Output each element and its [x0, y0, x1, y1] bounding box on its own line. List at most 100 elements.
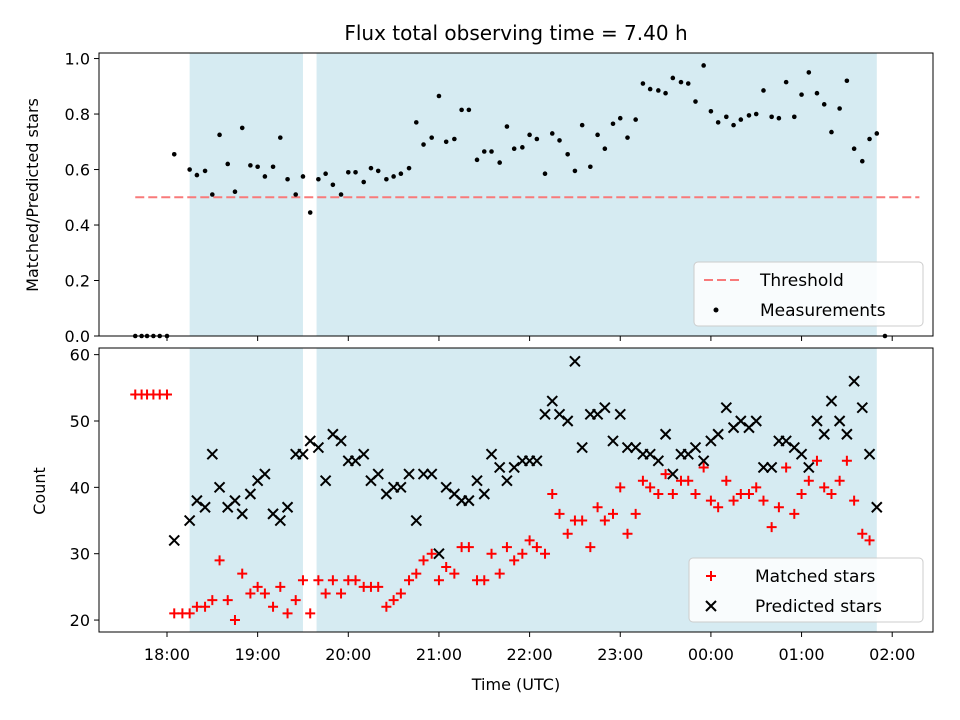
predicted-stars-point: [213, 481, 226, 494]
x-tick-label: 00:00: [688, 645, 734, 664]
measurement-point: [678, 79, 684, 85]
matched-stars-point: [857, 528, 868, 539]
measurement-point: [255, 164, 260, 170]
x-tick-label: 01:00: [778, 645, 824, 664]
measurement-point: [579, 122, 585, 128]
matched-stars-point: [728, 495, 739, 506]
measurement-point: [481, 149, 487, 154]
predicted-stars-point: [614, 408, 626, 421]
observing-window-band: [189, 53, 303, 336]
predicted-stars-point: [621, 441, 634, 454]
predicted-stars-point: [765, 461, 778, 474]
matched-stars-point: [411, 568, 422, 579]
predicted-stars-point: [410, 514, 422, 527]
measurement-point: [293, 192, 299, 197]
predicted-stars-point: [168, 534, 180, 547]
predicted-stars-point: [607, 435, 619, 447]
measurement-point: [685, 81, 691, 86]
y-tick-label: 0.6: [65, 161, 90, 180]
matched-stars-point: [811, 455, 822, 466]
measurement-point: [270, 164, 276, 170]
legend-box: [688, 557, 924, 623]
predicted-stars-point: [599, 402, 611, 414]
measurement-point: [239, 125, 245, 131]
predicted-stars-point: [667, 468, 679, 480]
matched-stars-point: [562, 528, 573, 539]
measurement-point: [724, 114, 729, 120]
matched-stars-point: [577, 515, 588, 526]
predicted-stars-point: [825, 395, 838, 407]
matched-stars-point: [214, 555, 225, 566]
matched-stars-point: [252, 581, 263, 592]
predicted-stars-point: [471, 475, 483, 487]
measurement-point: [640, 81, 646, 86]
legend-matched-swatch: [706, 571, 716, 581]
x-tick-label: 19:00: [235, 645, 281, 664]
top-y-axis-label: Matched/Predicted stars: [23, 98, 42, 292]
measurement-point: [217, 132, 222, 138]
predicted-stars-point: [720, 402, 733, 414]
matched-stars-point: [630, 508, 641, 519]
matched-stars-point: [758, 495, 769, 506]
measurement-point: [232, 189, 238, 195]
measurement-point: [595, 132, 600, 138]
measurement-point: [285, 176, 290, 182]
predicted-stars-point: [259, 468, 271, 480]
measurement-point: [429, 135, 434, 140]
measurement-point: [867, 136, 872, 142]
measurement-point: [307, 210, 313, 215]
predicted-stars-point: [818, 428, 830, 440]
measurement-point: [542, 171, 548, 176]
matched-stars-point: [819, 482, 830, 493]
measurement-point: [806, 70, 812, 75]
measurement-point: [859, 158, 865, 164]
measurement-point: [489, 149, 494, 154]
measurement-point: [731, 122, 736, 128]
predicted-stars-point: [440, 481, 452, 494]
matched-stars-point: [184, 608, 195, 619]
measurement-point: [520, 145, 525, 150]
measurement-point: [670, 75, 676, 81]
predicted-stars-point: [199, 501, 211, 513]
predicted-stars-point: [569, 355, 581, 367]
measurement-point: [368, 165, 374, 171]
matched-stars-point: [683, 475, 694, 486]
measurement-point: [375, 168, 381, 174]
measurement-point: [345, 170, 351, 175]
measurement-point: [761, 88, 766, 93]
matched-stars-point: [237, 568, 248, 579]
measurement-point: [398, 171, 404, 176]
measurement-point: [466, 107, 472, 113]
matched-stars-point: [222, 595, 233, 606]
measurement-point: [194, 172, 200, 178]
matched-stars-point: [426, 548, 437, 559]
matched-stars-point: [653, 488, 664, 499]
measurement-point: [497, 160, 502, 165]
predicted-stars-point: [281, 501, 294, 513]
measurement-point: [391, 174, 396, 179]
predicted-stars-point: [357, 448, 370, 460]
measurement-point: [776, 115, 782, 121]
legend-entry-label: Threshold: [759, 271, 844, 291]
legend-predicted-swatch: [705, 600, 717, 612]
matched-stars-point: [494, 568, 505, 579]
measurement-point: [511, 146, 517, 152]
predicted-stars-point: [841, 428, 853, 440]
matched-stars-point: [849, 495, 860, 506]
predicted-stars-point: [433, 547, 445, 560]
predicted-stars-point: [531, 455, 543, 467]
matched-stars-point: [599, 515, 610, 526]
plot-frame: [98, 52, 934, 337]
measurement-point: [783, 79, 789, 85]
predicted-stars-point: [206, 448, 219, 460]
matched-stars-point: [690, 488, 701, 499]
matched-stars-point: [259, 588, 270, 599]
matched-stars-point: [313, 575, 324, 586]
matched-stars-point: [766, 522, 777, 533]
measurement-point: [452, 136, 457, 142]
predicted-stars-point: [659, 428, 672, 440]
matched-stars-point: [803, 475, 814, 486]
matched-stars-point: [207, 595, 218, 606]
predicted-stars-point: [644, 448, 656, 460]
